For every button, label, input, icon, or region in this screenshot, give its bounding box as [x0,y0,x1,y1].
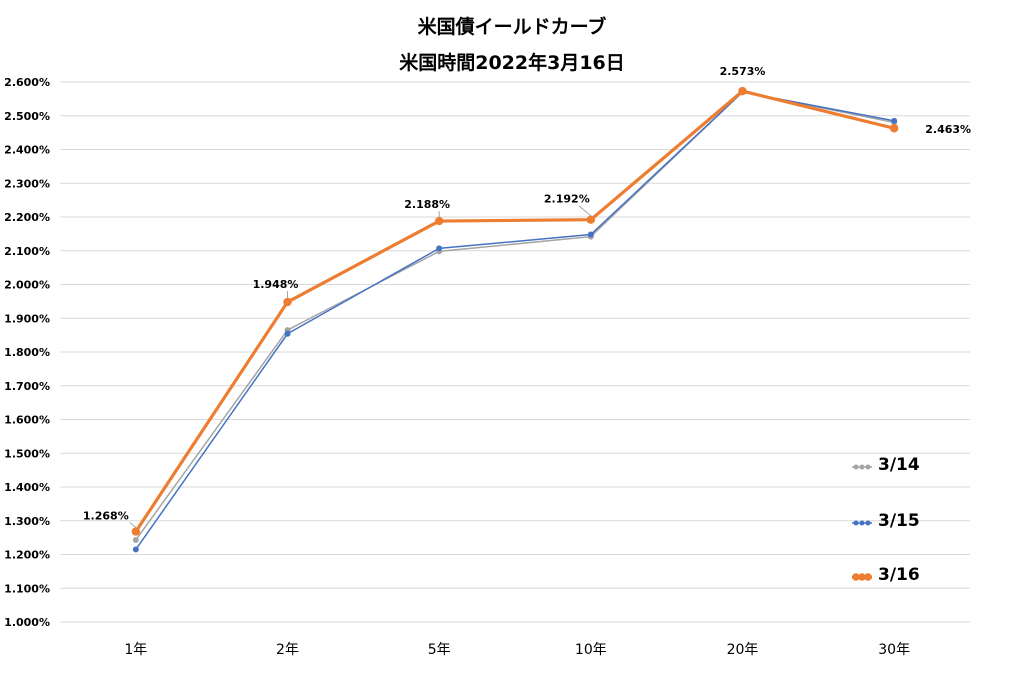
chart-subtitle: 米国時間2022年3月16日 [399,52,625,74]
legend-label-3-14: 3/14 [878,455,920,475]
y-tick-label: 1.500% [4,447,50,460]
series-point-3-15 [891,117,898,124]
series-point-3-15 [436,245,443,252]
data-label: 2.573% [720,65,766,78]
y-tick-label: 2.300% [4,177,50,190]
data-label: 1.268% [83,510,129,523]
y-tick-label: 1.000% [4,616,50,629]
y-tick-label: 2.600% [4,76,50,89]
y-tick-label: 2.200% [4,211,50,224]
series-point-3-16 [131,527,141,536]
y-tick-label: 1.700% [4,380,50,393]
legend-label-3-16: 3/16 [878,565,920,585]
data-label: 2.188% [404,198,450,211]
series-point-3-15 [284,330,291,337]
series-point-3-15 [132,546,139,553]
y-tick-label: 1.400% [4,481,50,494]
legend-item-3-16: 3/16 [850,565,970,589]
y-tick-label: 1.800% [4,346,50,359]
series-point-3-16 [738,86,747,96]
series-point-3-16 [434,216,444,226]
series-point-3-16 [283,297,292,307]
x-tick-label: 5年 [428,642,451,658]
chart-title: 米国債イールドカーブ [417,16,607,38]
series-line-3-14 [135,91,895,541]
y-tick-label: 1.100% [4,582,50,595]
data-label: 2.192% [544,193,590,206]
data-label-leader [578,205,592,217]
y-tick-label: 1.600% [4,414,50,427]
x-tick-label: 10年 [575,642,607,658]
data-label: 1.948% [253,278,299,291]
series-line-3-15 [135,91,895,550]
y-tick-label: 1.300% [4,515,50,528]
legend-item-3-14: 3/14 [850,455,970,479]
y-tick-label: 2.000% [4,279,50,292]
y-tick-label: 1.900% [4,312,50,325]
y-tick-label: 2.100% [4,245,50,258]
y-tick-label: 1.200% [4,549,50,562]
legend-item-3-15: 3/15 [850,511,970,535]
data-label: 2.463% [925,123,971,136]
legend-swatch-3-15 [852,520,872,526]
y-tick-label: 2.400% [4,144,50,157]
series-point-3-16 [586,215,596,224]
series-point-3-16 [889,124,899,133]
x-tick-label: 2年 [276,642,299,658]
series-line-3-16 [134,89,895,533]
y-tick-label: 2.500% [4,110,50,123]
legend-label-3-15: 3/15 [878,511,920,531]
x-tick-label: 20年 [727,642,759,658]
series-point-3-14 [132,536,139,543]
series-point-3-15 [587,231,594,238]
x-tick-label: 30年 [878,642,910,658]
legend-swatch-3-14 [852,464,872,470]
x-tick-label: 1年 [124,642,147,658]
legend-swatch-3-16 [852,573,872,581]
data-label-leader [129,522,137,528]
